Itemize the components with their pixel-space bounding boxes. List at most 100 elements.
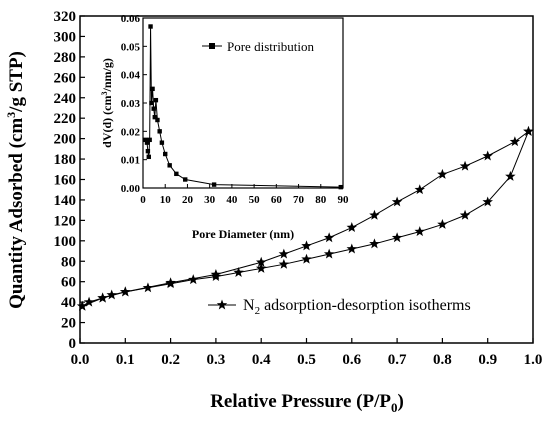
isotherm-adsorption-point (391, 232, 403, 243)
isotherm-desorption-point (523, 125, 534, 136)
isotherm-adsorption-point (255, 262, 267, 273)
inset-x-tick-label: 20 (182, 194, 194, 206)
inset-ticks: 0 10 20 30 40 50 60 70 80 90 0.00 0.01 0.02 0.03 0.04 0… (121, 13, 349, 206)
main-y-tick-label: 140 (54, 193, 77, 209)
main-x-tick-label: 0.8 (433, 352, 452, 368)
inset-legend-marker (209, 43, 215, 49)
pore-distribution-point (145, 148, 151, 154)
inset-x-tick-label: 50 (249, 194, 261, 206)
pore-distribution-point (159, 140, 165, 145)
main-y-tick-label: 20 (61, 316, 76, 332)
pore-distribution-point (144, 140, 150, 145)
main-x-tick-label: 0.3 (207, 352, 226, 368)
isotherm-adsorption-point (505, 170, 516, 181)
isotherm-desorption-point (391, 196, 403, 207)
main-y-tick-label: 280 (54, 50, 77, 66)
inset-x-tick-label: 60 (271, 194, 283, 206)
main-y-tick-label: 0 (69, 336, 77, 352)
inset-y-tick-label: 0.05 (121, 41, 141, 53)
main-y-tick-label: 40 (61, 295, 76, 311)
main-y-tick-label: 160 (54, 173, 77, 189)
isotherm-adsorption-point (83, 296, 95, 307)
isotherm-adsorption-point (437, 218, 448, 229)
isotherm-adsorption-point (323, 248, 335, 259)
main-y-axis-title: Quantity Adsorbed (cm3/g STP) (4, 51, 27, 309)
isotherm-desorption-point (301, 240, 312, 251)
main-legend-suffix: adsorption-desorption isotherms (260, 297, 471, 314)
inset-x-tick-label: 10 (160, 194, 172, 206)
main-y-tick-label: 200 (54, 132, 77, 148)
isotherm-desorption-point (414, 184, 425, 195)
pore-distribution-point (174, 171, 179, 177)
main-y-tick-label: 100 (54, 234, 77, 250)
main-y-tick-label: 300 (54, 29, 77, 45)
pore-distribution-point (167, 163, 172, 168)
isotherm-adsorption-point (278, 258, 290, 269)
inset-y-tick-label: 0.03 (121, 98, 141, 110)
pore-distribution-point (143, 137, 148, 143)
isotherm-desorption-point (278, 248, 290, 259)
inset-x-tick-label: 70 (293, 194, 305, 206)
pore-distribution-point (338, 184, 343, 190)
inset-y-tick-label: 0.02 (121, 126, 141, 138)
isotherm-adsorption-point (106, 289, 117, 300)
main-y-axis-title-end: /g STP) (6, 51, 27, 113)
main-x-tick-label: 0.2 (161, 352, 180, 368)
isotherm-adsorption-point (482, 196, 493, 207)
pore-distribution-point (152, 114, 157, 120)
pore-distribution-point (149, 100, 154, 106)
main-y-tick-label: 120 (54, 213, 77, 229)
main-y-tick-label: 220 (54, 111, 77, 127)
main-y-axis-title-sup: 3 (4, 112, 18, 118)
inset-y-tick-label: 0.00 (121, 183, 141, 195)
pore-distribution-point (147, 137, 152, 143)
main-x-axis-title-sub: 0 (391, 400, 398, 415)
main-legend-sub: 2 (255, 305, 261, 317)
main-x-tick-label: 0.0 (71, 352, 90, 368)
pore-distribution-point (148, 24, 153, 29)
inset-series (143, 24, 343, 190)
isotherm-desorption-point (255, 256, 267, 267)
inset-x-tick-label: 30 (204, 194, 216, 206)
inset-y-axis-title-sup: 3 (100, 92, 109, 96)
pore-distribution-point (153, 97, 159, 103)
inset-x-tick-label: 80 (315, 194, 327, 206)
pore-distribution-point (150, 86, 155, 92)
isotherm-desorption-point (323, 232, 335, 243)
isotherm-adsorption-point (233, 266, 244, 277)
main-ticks: 0.0 0.1 0.2 0.3 0.4 0.5 0.6 0.7 0.8 0.9 1.00204060… (54, 9, 543, 368)
main-legend-marker (216, 299, 228, 310)
inset-plot-frame (142, 17, 344, 189)
inset-y-tick-label: 0.06 (121, 13, 141, 25)
main-y-tick-label: 240 (54, 91, 77, 107)
main-y-tick-label: 60 (61, 275, 76, 291)
pore-distribution-point (151, 106, 156, 111)
isotherm-desorption-point (77, 300, 88, 311)
main-x-axis-title-end: ) (397, 391, 403, 412)
inset-y-tick-label: 0.01 (121, 155, 140, 167)
main-x-tick-label: 0.6 (342, 352, 361, 368)
isotherm-adsorption-point (369, 238, 380, 249)
inset-x-tick-label: 90 (338, 194, 350, 206)
isotherm-desorption-point (120, 286, 131, 297)
isotherm-desorption-point (482, 150, 493, 161)
main-legend: N2 adsorption-desorption isotherms (208, 297, 471, 317)
pore-distribution-point (183, 177, 188, 182)
main-series (77, 125, 534, 311)
isotherm-desorption-point (509, 136, 521, 147)
isotherm-desorption-point (369, 209, 380, 220)
pore-distribution-point (163, 151, 168, 157)
main-x-tick-label: 0.5 (297, 352, 316, 368)
main-x-tick-label: 0.7 (388, 352, 407, 368)
pore-distribution-point (211, 182, 217, 187)
main-y-tick-label: 260 (54, 70, 77, 86)
inset-y-tick-label: 0.04 (121, 70, 141, 82)
isotherm-desorption-point (459, 160, 471, 171)
inset-y-axis-title-end: /nm/g) (100, 58, 114, 92)
inset-x-axis-title: Pore Diameter (nm) (192, 227, 294, 241)
isotherm-desorption-point (210, 269, 222, 279)
inset-legend: Pore distribution (202, 39, 315, 54)
isotherm-adsorption-point (414, 226, 425, 237)
